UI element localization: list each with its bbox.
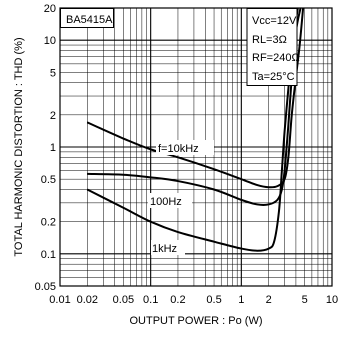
conditions-text-group: Vcc=12V RL=3Ω RF=240Ω Ta=25°C xyxy=(252,15,300,83)
y-tick-label: 2 xyxy=(50,110,56,122)
condition-rf: RF=240Ω xyxy=(252,52,300,64)
x-tick-labels: 0.01 0.02 0.05 0.1 0.2 0.5 1 2 5 10 xyxy=(49,294,338,306)
label-bg-1khz xyxy=(151,240,185,255)
x-tick-label: 0.02 xyxy=(77,294,98,306)
plot-frame xyxy=(59,7,333,287)
condition-vcc: Vcc=12V xyxy=(252,15,297,27)
series-line-2 xyxy=(86,7,299,252)
series-label-10khz: f=10kHz xyxy=(158,143,199,155)
y-tick-label: 20 xyxy=(44,3,56,15)
x-tick-label: 2 xyxy=(266,294,272,306)
x-tick-label: 10 xyxy=(326,294,338,306)
x-axis-title: OUTPUT POWER : Po (W) xyxy=(129,315,262,327)
y-tick-labels: 0.05 0.1 0.2 0.5 1 2 5 10 20 xyxy=(35,3,56,293)
condition-rl: RL=3Ω xyxy=(252,34,287,46)
x-tick-label: 0.1 xyxy=(143,294,158,306)
x-tick-label: 5 xyxy=(302,294,308,306)
device-label: BA5415A xyxy=(66,14,113,26)
x-tick-label: 0.01 xyxy=(49,294,70,306)
x-tick-label: 0.5 xyxy=(206,294,221,306)
device-label-box xyxy=(60,8,114,28)
label-bg-10khz xyxy=(156,140,214,155)
series-label-100hz: 100Hz xyxy=(150,196,182,208)
y-tick-label: 1 xyxy=(50,142,56,154)
x-tick-label: 1 xyxy=(238,294,244,306)
series-label-1khz: 1kHz xyxy=(152,243,177,255)
y-tick-label: 0.2 xyxy=(41,217,56,229)
y-tick-label: 0.5 xyxy=(41,174,56,186)
y-tick-label: 5 xyxy=(50,67,56,79)
y-axis-title: TOTAL HARMONIC DISTORTION : THD (%) xyxy=(13,37,25,256)
condition-ta: Ta=25°C xyxy=(252,71,295,83)
series-line-1 xyxy=(87,7,302,207)
label-bg-100hz xyxy=(148,193,192,208)
y-tick-label: 0.05 xyxy=(35,281,56,293)
x-tick-label: 0.2 xyxy=(170,294,185,306)
y-tick-label: 10 xyxy=(44,35,56,47)
x-tick-label: 0.05 xyxy=(113,294,134,306)
y-tick-label: 0.1 xyxy=(41,249,56,261)
conditions-box xyxy=(246,8,298,86)
